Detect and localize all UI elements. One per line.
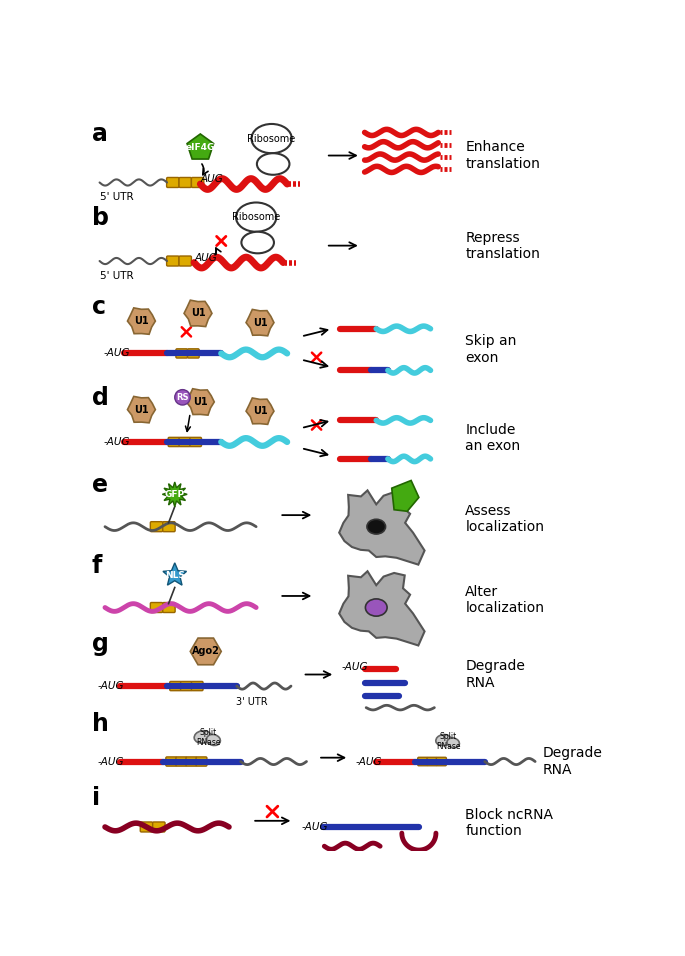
Text: e: e [92,473,108,497]
FancyBboxPatch shape [170,682,182,690]
Polygon shape [187,134,214,159]
FancyBboxPatch shape [186,757,197,766]
Polygon shape [246,310,274,336]
Text: U1: U1 [193,397,208,407]
Text: 5' UTR: 5' UTR [99,272,133,281]
Text: eIF4G: eIF4G [186,143,215,152]
FancyBboxPatch shape [436,757,447,766]
Text: c: c [92,294,105,319]
Text: Repress
translation: Repress translation [465,230,540,261]
FancyBboxPatch shape [427,757,437,766]
FancyBboxPatch shape [166,757,177,766]
Text: AUG: AUG [200,174,223,184]
Text: Split
RNase: Split RNase [196,728,221,747]
FancyBboxPatch shape [166,178,179,187]
Ellipse shape [436,734,451,746]
Text: Ago2: Ago2 [192,646,220,657]
Text: Block ncRNA
function: Block ncRNA function [465,808,553,838]
FancyBboxPatch shape [153,822,165,832]
Text: g: g [92,632,109,656]
Polygon shape [186,389,214,415]
FancyBboxPatch shape [140,822,153,832]
FancyBboxPatch shape [163,522,175,532]
FancyBboxPatch shape [179,256,191,266]
Ellipse shape [365,598,387,617]
Text: NLS: NLS [165,571,185,579]
Text: d: d [92,386,109,410]
FancyBboxPatch shape [150,602,163,613]
FancyBboxPatch shape [191,178,204,187]
FancyBboxPatch shape [179,437,190,446]
Ellipse shape [207,734,221,746]
Ellipse shape [367,519,386,534]
Polygon shape [339,572,425,645]
Text: Ribosome: Ribosome [247,134,296,143]
Text: U1: U1 [190,309,205,318]
Text: Include
an exon: Include an exon [465,423,521,453]
FancyBboxPatch shape [163,602,175,613]
Polygon shape [184,300,212,327]
Text: U1: U1 [134,316,149,326]
Ellipse shape [257,153,290,175]
Text: RS: RS [176,393,189,402]
FancyBboxPatch shape [181,682,192,690]
Polygon shape [246,398,274,424]
Circle shape [175,390,190,405]
Text: i: i [92,786,100,810]
Ellipse shape [241,231,274,253]
Ellipse shape [251,124,292,153]
Polygon shape [392,481,419,511]
Text: f: f [92,554,102,577]
Text: Ribosome: Ribosome [232,212,280,222]
Polygon shape [190,638,221,664]
Text: -AUG: -AUG [98,681,125,691]
FancyBboxPatch shape [191,682,203,690]
Polygon shape [163,563,186,585]
Polygon shape [127,397,155,423]
Text: -AUG: -AUG [341,662,368,672]
Text: -AUG: -AUG [301,822,327,832]
Text: U1: U1 [253,406,267,416]
Text: 5' UTR: 5' UTR [99,192,133,203]
Text: GFP: GFP [164,489,185,499]
FancyBboxPatch shape [188,349,199,358]
Ellipse shape [236,203,276,231]
Text: U1: U1 [253,317,267,328]
Text: Degrade
RNA: Degrade RNA [465,660,525,689]
FancyBboxPatch shape [176,757,187,766]
Text: Split
RNase: Split RNase [436,731,460,751]
Text: -AUG: -AUG [103,348,130,358]
FancyBboxPatch shape [168,437,179,446]
Text: Degrade
RNA: Degrade RNA [543,747,603,776]
Text: Skip an
exon: Skip an exon [465,335,516,364]
Polygon shape [162,482,187,507]
Text: -AUG: -AUG [356,756,382,767]
Text: Alter
localization: Alter localization [465,585,545,615]
FancyBboxPatch shape [418,757,428,766]
FancyBboxPatch shape [176,349,188,358]
Text: AUG: AUG [194,252,217,263]
FancyBboxPatch shape [179,178,191,187]
Polygon shape [339,490,425,565]
FancyBboxPatch shape [196,757,207,766]
FancyBboxPatch shape [166,256,179,266]
FancyBboxPatch shape [150,522,163,532]
Text: a: a [92,122,108,146]
FancyBboxPatch shape [190,437,201,446]
Text: U1: U1 [134,404,149,415]
Text: Assess
localization: Assess localization [465,504,545,534]
Text: 3' UTR: 3' UTR [236,697,268,706]
Ellipse shape [194,730,211,743]
Ellipse shape [447,738,460,748]
Text: -AUG: -AUG [103,437,130,447]
Text: Enhance
translation: Enhance translation [465,141,540,170]
Text: b: b [92,206,109,229]
Text: -AUG: -AUG [98,756,125,767]
Text: h: h [92,712,109,736]
Polygon shape [127,308,155,335]
